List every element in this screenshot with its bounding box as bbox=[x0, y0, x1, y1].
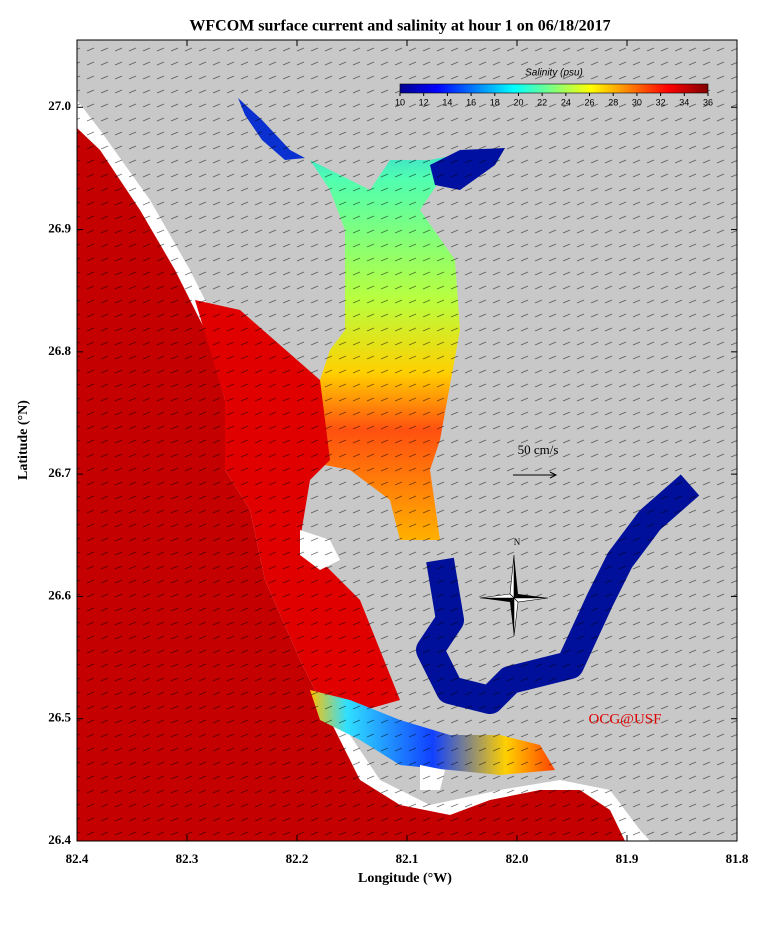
y-tick-label: 26.6 bbox=[48, 587, 71, 602]
colorbar-ticks: 10 12 14 16 18 20 22 24 26 28 30 32 34 36 bbox=[395, 93, 713, 107]
colorbar-tick-label: 18 bbox=[490, 97, 500, 107]
colorbar-tick-label: 30 bbox=[632, 97, 642, 107]
colorbar-tick-label: 26 bbox=[585, 97, 595, 107]
scale-label: 50 cm/s bbox=[518, 442, 559, 457]
y-tick-label: 26.5 bbox=[48, 710, 71, 725]
y-tick-label: 26.8 bbox=[48, 343, 71, 358]
x-tick-label: 82.0 bbox=[506, 851, 529, 866]
x-tick-label: 82.1 bbox=[396, 851, 419, 866]
x-tick-label: 82.4 bbox=[66, 851, 89, 866]
colorbar-tick-label: 20 bbox=[513, 97, 523, 107]
chart-title: WFCOM surface current and salinity at ho… bbox=[189, 18, 610, 35]
colorbar-tick-label: 10 bbox=[395, 97, 405, 107]
colorbar-tick-label: 36 bbox=[703, 97, 713, 107]
y-axis-label: Latitude (°N) bbox=[16, 400, 31, 480]
colorbar bbox=[399, 83, 709, 94]
x-tick-label: 81.8 bbox=[726, 851, 749, 866]
x-tick-label: 81.9 bbox=[616, 851, 639, 866]
y-tick-label: 27.0 bbox=[48, 98, 71, 113]
y-tick-label: 26.4 bbox=[48, 832, 71, 847]
colorbar-tick-label: 12 bbox=[419, 97, 429, 107]
colorbar-tick-label: 24 bbox=[561, 97, 571, 107]
compass bbox=[479, 554, 549, 637]
credit: OCG@USF bbox=[588, 711, 661, 727]
x-axis-label: Longitude (°W) bbox=[358, 871, 452, 886]
y-tick-label: 26.7 bbox=[48, 465, 71, 480]
colorbar-tick-label: 16 bbox=[466, 97, 476, 107]
colorbar-tick-label: 28 bbox=[608, 97, 618, 107]
colorbar-tick-label: 22 bbox=[537, 97, 547, 107]
colorbar-label: Salinity (psu) bbox=[525, 68, 583, 79]
compass-label: N bbox=[514, 537, 521, 547]
map-area bbox=[77, 40, 737, 841]
colorbar-tick-label: 34 bbox=[679, 97, 689, 107]
colorbar-tick-label: 32 bbox=[656, 97, 666, 107]
scale-arrow-head bbox=[549, 471, 558, 479]
x-tick-label: 82.3 bbox=[176, 851, 199, 866]
x-tick-label: 82.2 bbox=[286, 851, 309, 866]
colorbar-tick-label: 14 bbox=[442, 97, 452, 107]
y-tick-label: 26.9 bbox=[48, 221, 71, 236]
axes: 82.4 82.3 82.2 82.1 82.0 81.9 81.8 26.4 26.5 26.6… bbox=[48, 40, 749, 866]
current-vectors bbox=[77, 40, 737, 841]
